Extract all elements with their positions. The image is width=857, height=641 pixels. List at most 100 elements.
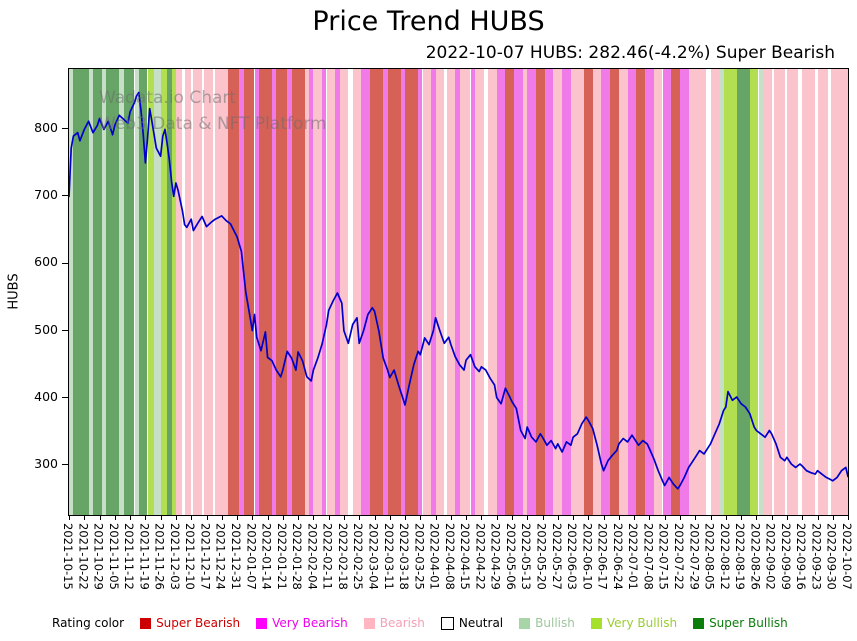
x-tick-mark: [802, 516, 804, 520]
y-tick-mark: [62, 463, 68, 465]
x-tick-label: 2022-08-05: [702, 523, 717, 590]
rating-band-very_bullish: [749, 69, 759, 515]
legend-item-label: Super Bearish: [156, 616, 241, 630]
x-tick-label: 2022-06-24: [610, 523, 625, 590]
x-tick-mark: [450, 516, 452, 520]
rating-band-very_bearish: [271, 69, 277, 515]
x-tick-mark: [328, 516, 330, 520]
rating-band-super_bearish: [276, 69, 288, 515]
x-tick-label: 2022-04-08: [442, 523, 457, 590]
rating-band-neutral: [202, 69, 205, 515]
x-tick-label: 2021-12-24: [213, 523, 228, 590]
x-tick-label: 2021-11-19: [137, 523, 152, 590]
rating-band-neutral: [706, 69, 711, 515]
x-tick-label: 2021-11-26: [152, 523, 167, 590]
x-tick-mark: [542, 516, 544, 520]
rating-band-bearish: [326, 69, 336, 515]
rating-band-very_bullish: [160, 69, 168, 515]
rating-band-bullish: [719, 69, 724, 515]
rating-band-bearish: [474, 69, 484, 515]
x-tick-label: 2022-09-02: [763, 523, 778, 590]
x-tick-label: 2022-06-03: [565, 523, 580, 590]
rating-band-bearish: [488, 69, 497, 515]
x-tick-mark: [848, 516, 849, 520]
legend-item-label: Bullish: [535, 616, 575, 630]
rating-band-bearish: [618, 69, 628, 515]
x-tick-label: 2022-09-09: [778, 523, 793, 590]
rating-band-very_bearish: [627, 69, 637, 515]
x-tick-label: 2021-12-10: [183, 523, 198, 590]
y-tick-mark: [62, 396, 68, 398]
rating-band-very_bearish: [645, 69, 654, 515]
x-tick-mark: [603, 516, 605, 520]
y-tick-mark: [62, 195, 68, 197]
rating-band-bearish: [553, 69, 563, 515]
y-axis-label: HUBS: [6, 273, 22, 310]
x-tick-mark: [634, 516, 636, 520]
rating-legend: Rating color Super Bearish Very Bearish Be…: [52, 616, 842, 630]
legend-swatch: [363, 617, 375, 629]
rating-band-very_bullish: [171, 69, 176, 515]
x-tick-mark: [771, 516, 773, 520]
rating-band-very_bearish: [680, 69, 689, 515]
rating-band-bearish: [352, 69, 362, 515]
x-tick-mark: [374, 516, 376, 520]
y-tick-label: 300: [34, 455, 58, 471]
x-tick-label: 2022-04-22: [473, 523, 488, 590]
rating-band-bearish: [435, 69, 445, 515]
x-tick-label: 2022-09-23: [809, 523, 824, 590]
legend-swatch: [440, 616, 454, 630]
rating-band-neutral: [182, 69, 185, 515]
x-tick-label: 2022-07-01: [626, 523, 641, 590]
x-tick-mark: [695, 516, 697, 520]
rating-band-bullish: [119, 69, 124, 515]
rating-band-bearish: [184, 69, 192, 515]
legend-item: Super Bullish: [693, 616, 788, 630]
x-tick-label: 2022-01-28: [290, 523, 305, 590]
legend-swatch: [693, 617, 705, 629]
rating-band-neutral: [483, 69, 488, 515]
x-tick-label: 2022-05-20: [534, 523, 549, 590]
price-line: [69, 91, 848, 490]
y-tick-mark: [62, 128, 68, 130]
x-tick-label: 2022-07-15: [656, 523, 671, 590]
rating-band-bearish: [215, 69, 229, 515]
x-tick-mark: [832, 516, 834, 520]
x-tick-label: 2022-04-29: [488, 523, 503, 590]
rating-band-super_bearish: [505, 69, 515, 515]
rating-band-bearish: [313, 69, 323, 515]
legend-item: Neutral: [440, 616, 503, 630]
x-tick-mark: [69, 516, 70, 520]
x-tick-mark: [420, 516, 422, 520]
x-tick-mark: [435, 516, 437, 520]
x-tick-label: 2022-02-18: [335, 523, 350, 590]
x-tick-label: 2022-05-06: [504, 523, 518, 590]
x-tick-label: 2022-03-25: [412, 523, 427, 590]
rating-band-very_bearish: [562, 69, 571, 515]
x-tick-label: 2022-07-29: [687, 523, 702, 590]
rating-band-bearish: [762, 69, 772, 515]
rating-band-bearish: [175, 69, 183, 515]
x-tick-mark: [389, 516, 391, 520]
x-tick-mark: [175, 516, 177, 520]
x-tick-label: 2022-09-30: [824, 523, 839, 590]
x-tick-mark: [588, 516, 590, 520]
rating-band-bearish: [653, 69, 663, 515]
x-tick-label: 2022-02-11: [320, 523, 335, 590]
x-tick-mark: [160, 516, 162, 520]
x-tick-mark: [359, 516, 361, 520]
x-tick-mark: [756, 516, 758, 520]
rating-band-bearish: [446, 69, 456, 515]
rating-band-bearish: [459, 69, 471, 515]
rating-band-very_bearish: [470, 69, 475, 515]
legend-item: Super Bearish: [140, 616, 240, 630]
rating-band-neutral: [797, 69, 803, 515]
x-tick-label: 2021-12-17: [198, 523, 213, 590]
legend-item: Bullish: [519, 616, 575, 630]
legend-swatch: [590, 617, 602, 629]
y-tick-label: 500: [34, 321, 58, 337]
rating-band-super_bullish: [106, 69, 120, 515]
x-tick-label: 2021-10-22: [76, 523, 91, 590]
rating-band-super_bullish: [73, 69, 89, 515]
x-tick-label: 2022-05-27: [549, 523, 564, 590]
